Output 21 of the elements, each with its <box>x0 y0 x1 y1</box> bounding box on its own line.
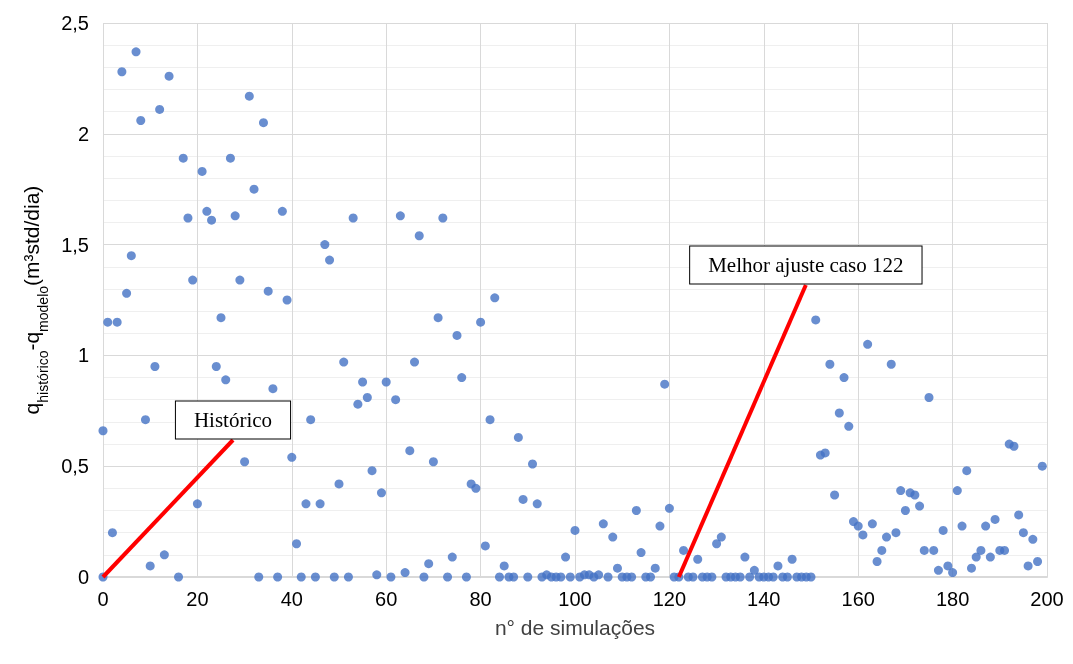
x-tick-label: 180 <box>935 588 970 610</box>
x-tick-label: 140 <box>747 588 781 610</box>
annotation: Melhor ajuste caso 122 <box>708 253 904 277</box>
y-tick-label: 0,5 <box>61 455 89 478</box>
y-axis-title: qhistórico-qmodelo(m³std/dia) <box>20 185 52 415</box>
x-tick-label: 80 <box>469 588 492 610</box>
y-tick-label: 1,5 <box>61 233 89 256</box>
x-axis-title: n° de simulações <box>494 616 656 639</box>
x-tick-label: 120 <box>652 588 687 610</box>
x-tick-label: 200 <box>1030 588 1064 610</box>
x-tick-label: 100 <box>558 588 592 610</box>
x-tick-label: 60 <box>375 588 398 610</box>
x-tick-label: 160 <box>841 588 875 610</box>
x-tick-label: 20 <box>186 588 209 610</box>
y-tick-label: 2,5 <box>61 12 89 34</box>
annotation: Histórico <box>193 408 273 432</box>
x-tick-label: 0 <box>97 588 109 610</box>
x-tick-label: 40 <box>280 588 303 610</box>
y-tick-label: 0 <box>77 566 89 588</box>
y-tick-label: 1 <box>77 344 89 367</box>
y-tick-label: 2 <box>77 122 89 145</box>
